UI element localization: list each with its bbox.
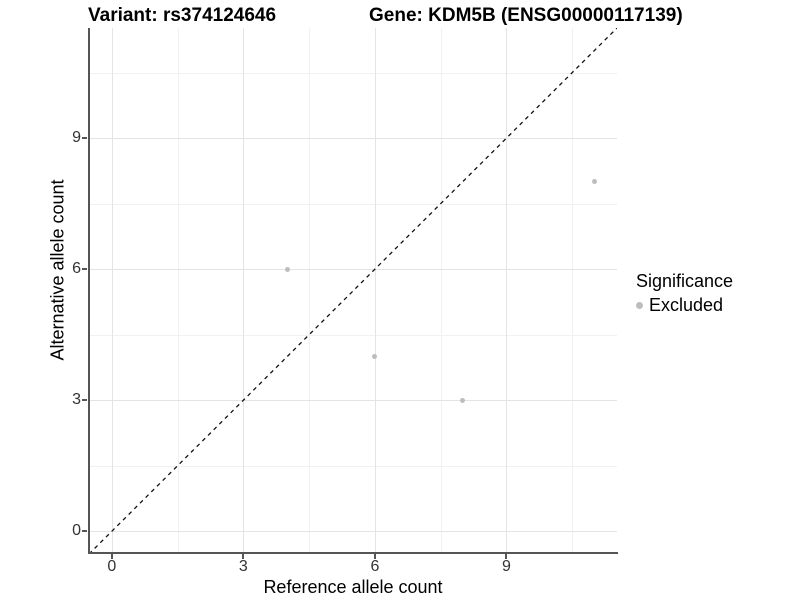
y-major-gridline [89, 399, 617, 401]
legend-title: Significance [636, 271, 734, 291]
legend-item-label: Excluded [649, 295, 724, 315]
y-minor-gridline [89, 334, 617, 336]
y-major-gridline [89, 137, 617, 139]
x-tick-label: 9 [502, 558, 511, 575]
data-point [591, 179, 597, 185]
x-tick-label: 3 [238, 558, 248, 575]
x-minor-gridline [440, 28, 442, 554]
y-tick-mark [82, 399, 87, 401]
x-tick-mark [505, 554, 507, 559]
variant-title: Variant: rs374124646 [88, 5, 277, 26]
data-point [284, 266, 290, 272]
x-tick-mark [242, 554, 244, 559]
y-tick-mark [82, 268, 87, 270]
y-axis-title: Alternative allele count [47, 179, 68, 361]
y-tick-label: 0 [72, 522, 81, 540]
x-tick-label: 0 [107, 558, 117, 575]
y-major-gridline [89, 268, 617, 270]
x-major-gridline [505, 28, 507, 554]
x-minor-gridline [308, 28, 310, 554]
legend-item-excluded: Excluded [636, 295, 733, 316]
y-tick-label: 3 [72, 391, 81, 409]
y-tick-label: 6 [72, 260, 81, 278]
x-major-gridline [242, 28, 244, 554]
y-major-gridline [89, 530, 617, 532]
x-minor-gridline [177, 28, 179, 554]
y-tick-mark [82, 530, 87, 532]
legend: Significance Excluded [636, 271, 733, 316]
x-major-gridline [374, 28, 376, 554]
y-minor-gridline [89, 72, 617, 74]
x-tick-mark [374, 554, 376, 559]
data-point [372, 354, 378, 360]
axis-lines [88, 28, 618, 554]
y-minor-gridline [89, 203, 617, 205]
x-tick-mark [111, 554, 113, 559]
x-minor-gridline [571, 28, 573, 554]
plot-panel [89, 28, 617, 554]
data-point [460, 397, 466, 403]
x-tick-label: 6 [370, 558, 380, 575]
gene-title: Gene: KDM5B (ENSG00000117139) [369, 5, 683, 26]
y-tick-label: 9 [72, 129, 81, 147]
y-minor-gridline [89, 465, 617, 467]
x-major-gridline [111, 28, 113, 554]
x-axis-title: Reference allele count [263, 577, 443, 597]
excluded-point-key-icon [636, 302, 643, 309]
y-tick-mark [82, 137, 87, 139]
